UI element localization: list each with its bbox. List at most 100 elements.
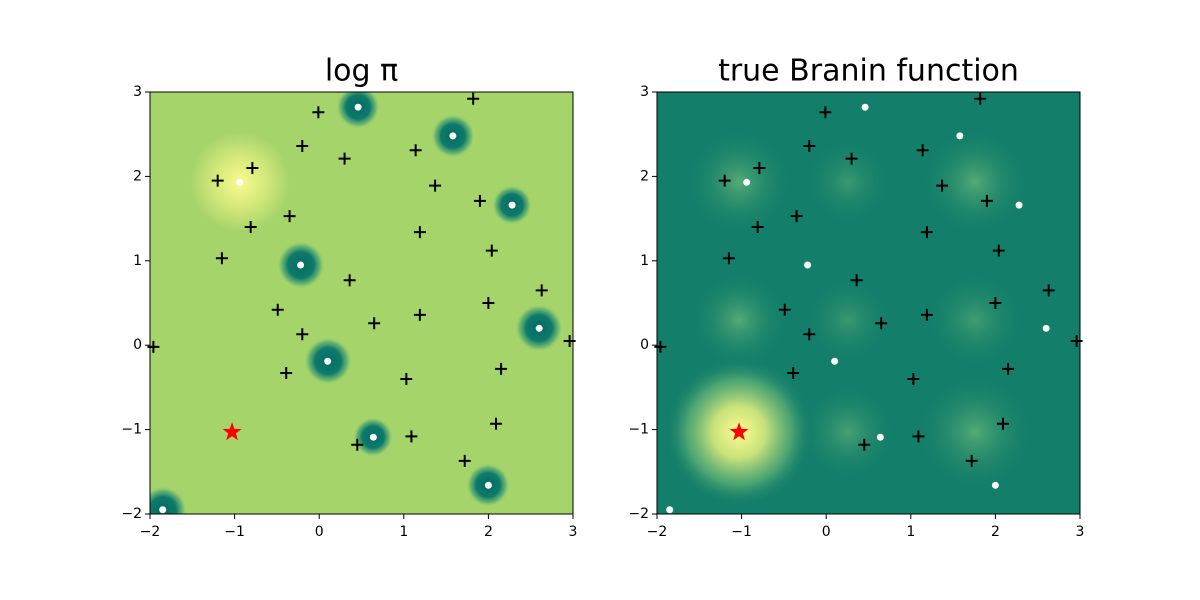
cross-point	[722, 252, 735, 265]
cross-point	[283, 210, 296, 223]
heatmap-left	[150, 92, 573, 514]
dot-point	[535, 324, 543, 332]
cross-point	[787, 367, 800, 380]
dot-point	[743, 178, 751, 186]
cross-point	[296, 140, 309, 153]
cross-point	[819, 106, 832, 119]
cross-point	[409, 144, 422, 157]
star-point	[222, 422, 242, 441]
cross-point	[997, 417, 1010, 430]
x-tick-label: 3	[569, 524, 578, 540]
x-tick-label: 3	[1076, 524, 1085, 540]
dot-point	[876, 433, 884, 441]
cross-point	[429, 179, 442, 192]
plot-frame	[656, 91, 1081, 515]
cross-point	[920, 308, 933, 321]
cross-point	[974, 92, 987, 105]
x-tick-label: −2	[647, 524, 668, 540]
cross-point	[458, 454, 471, 467]
dot-point	[991, 481, 999, 489]
cross-point	[778, 303, 791, 316]
cross-point	[343, 274, 356, 287]
cross-point	[718, 174, 731, 187]
cross-point	[912, 430, 925, 443]
y-tick-label: 2	[640, 168, 649, 184]
dot-point	[956, 132, 964, 140]
cross-point	[485, 244, 498, 257]
cross-point	[936, 179, 949, 192]
cross-point	[467, 92, 480, 105]
dot-point	[831, 357, 839, 365]
cross-point	[1070, 334, 1083, 347]
cross-point	[280, 367, 293, 380]
cross-point	[246, 161, 259, 174]
cross-point	[790, 210, 803, 223]
cross-point	[1002, 362, 1015, 375]
dot-point	[1042, 324, 1050, 332]
cross-point	[147, 340, 160, 353]
cross-point	[244, 221, 257, 234]
dot-point	[354, 103, 362, 111]
cross-point	[296, 328, 309, 341]
cross-point	[850, 274, 863, 287]
y-tick-label: −2	[628, 506, 649, 522]
cross-point	[1042, 284, 1055, 297]
x-tick-label: −2	[140, 524, 161, 540]
cross-point	[753, 161, 766, 174]
cross-point	[751, 221, 764, 234]
cross-point	[405, 430, 418, 443]
dot-point	[297, 261, 305, 269]
dot-point	[159, 506, 167, 514]
x-tick-label: 2	[484, 524, 493, 540]
cross-point	[413, 226, 426, 239]
x-tick-label: −1	[731, 524, 752, 540]
dot-point	[324, 357, 332, 365]
x-tick-label: 1	[399, 524, 408, 540]
cross-point	[473, 194, 486, 207]
cross-point	[907, 372, 920, 385]
y-tick-label: 1	[133, 253, 142, 269]
y-tick-label: 3	[640, 84, 649, 100]
x-tick-label: −1	[224, 524, 245, 540]
plot-frame	[149, 91, 574, 515]
cross-point	[989, 297, 1002, 309]
cross-point	[211, 174, 224, 187]
y-tick-label: −1	[628, 422, 649, 438]
dot-point	[484, 481, 492, 489]
dot-point	[1015, 201, 1023, 209]
cross-point	[875, 317, 888, 330]
cross-point	[920, 226, 933, 239]
cross-point	[490, 417, 503, 430]
y-tick-label: 1	[640, 253, 649, 269]
cross-point	[803, 328, 816, 341]
y-tick-label: 0	[133, 337, 142, 353]
cross-point	[992, 244, 1005, 257]
heatmap-right	[657, 92, 1080, 514]
dot-point	[666, 506, 674, 514]
dot-point	[804, 261, 812, 269]
y-tick-label: 3	[133, 84, 142, 100]
star-point	[729, 422, 749, 441]
cross-point	[535, 284, 548, 297]
cross-point	[495, 362, 508, 375]
cross-point	[845, 152, 858, 165]
dot-point	[236, 178, 244, 186]
x-tick-label: 1	[906, 524, 915, 540]
dot-point	[369, 433, 377, 441]
cross-point	[482, 297, 495, 309]
cross-point	[338, 152, 351, 165]
x-tick-label: 0	[822, 524, 831, 540]
chart-title: true Branin function	[718, 54, 1019, 89]
chart-title: log π	[325, 54, 398, 89]
cross-point	[351, 438, 364, 451]
dot-point	[508, 201, 516, 209]
cross-point	[965, 454, 978, 467]
y-tick-label: −2	[121, 506, 142, 522]
cross-point	[858, 438, 871, 451]
cross-point	[215, 252, 228, 265]
cross-point	[368, 317, 381, 330]
x-tick-label: 0	[315, 524, 324, 540]
y-tick-label: −1	[121, 422, 142, 438]
cross-point	[400, 372, 413, 385]
